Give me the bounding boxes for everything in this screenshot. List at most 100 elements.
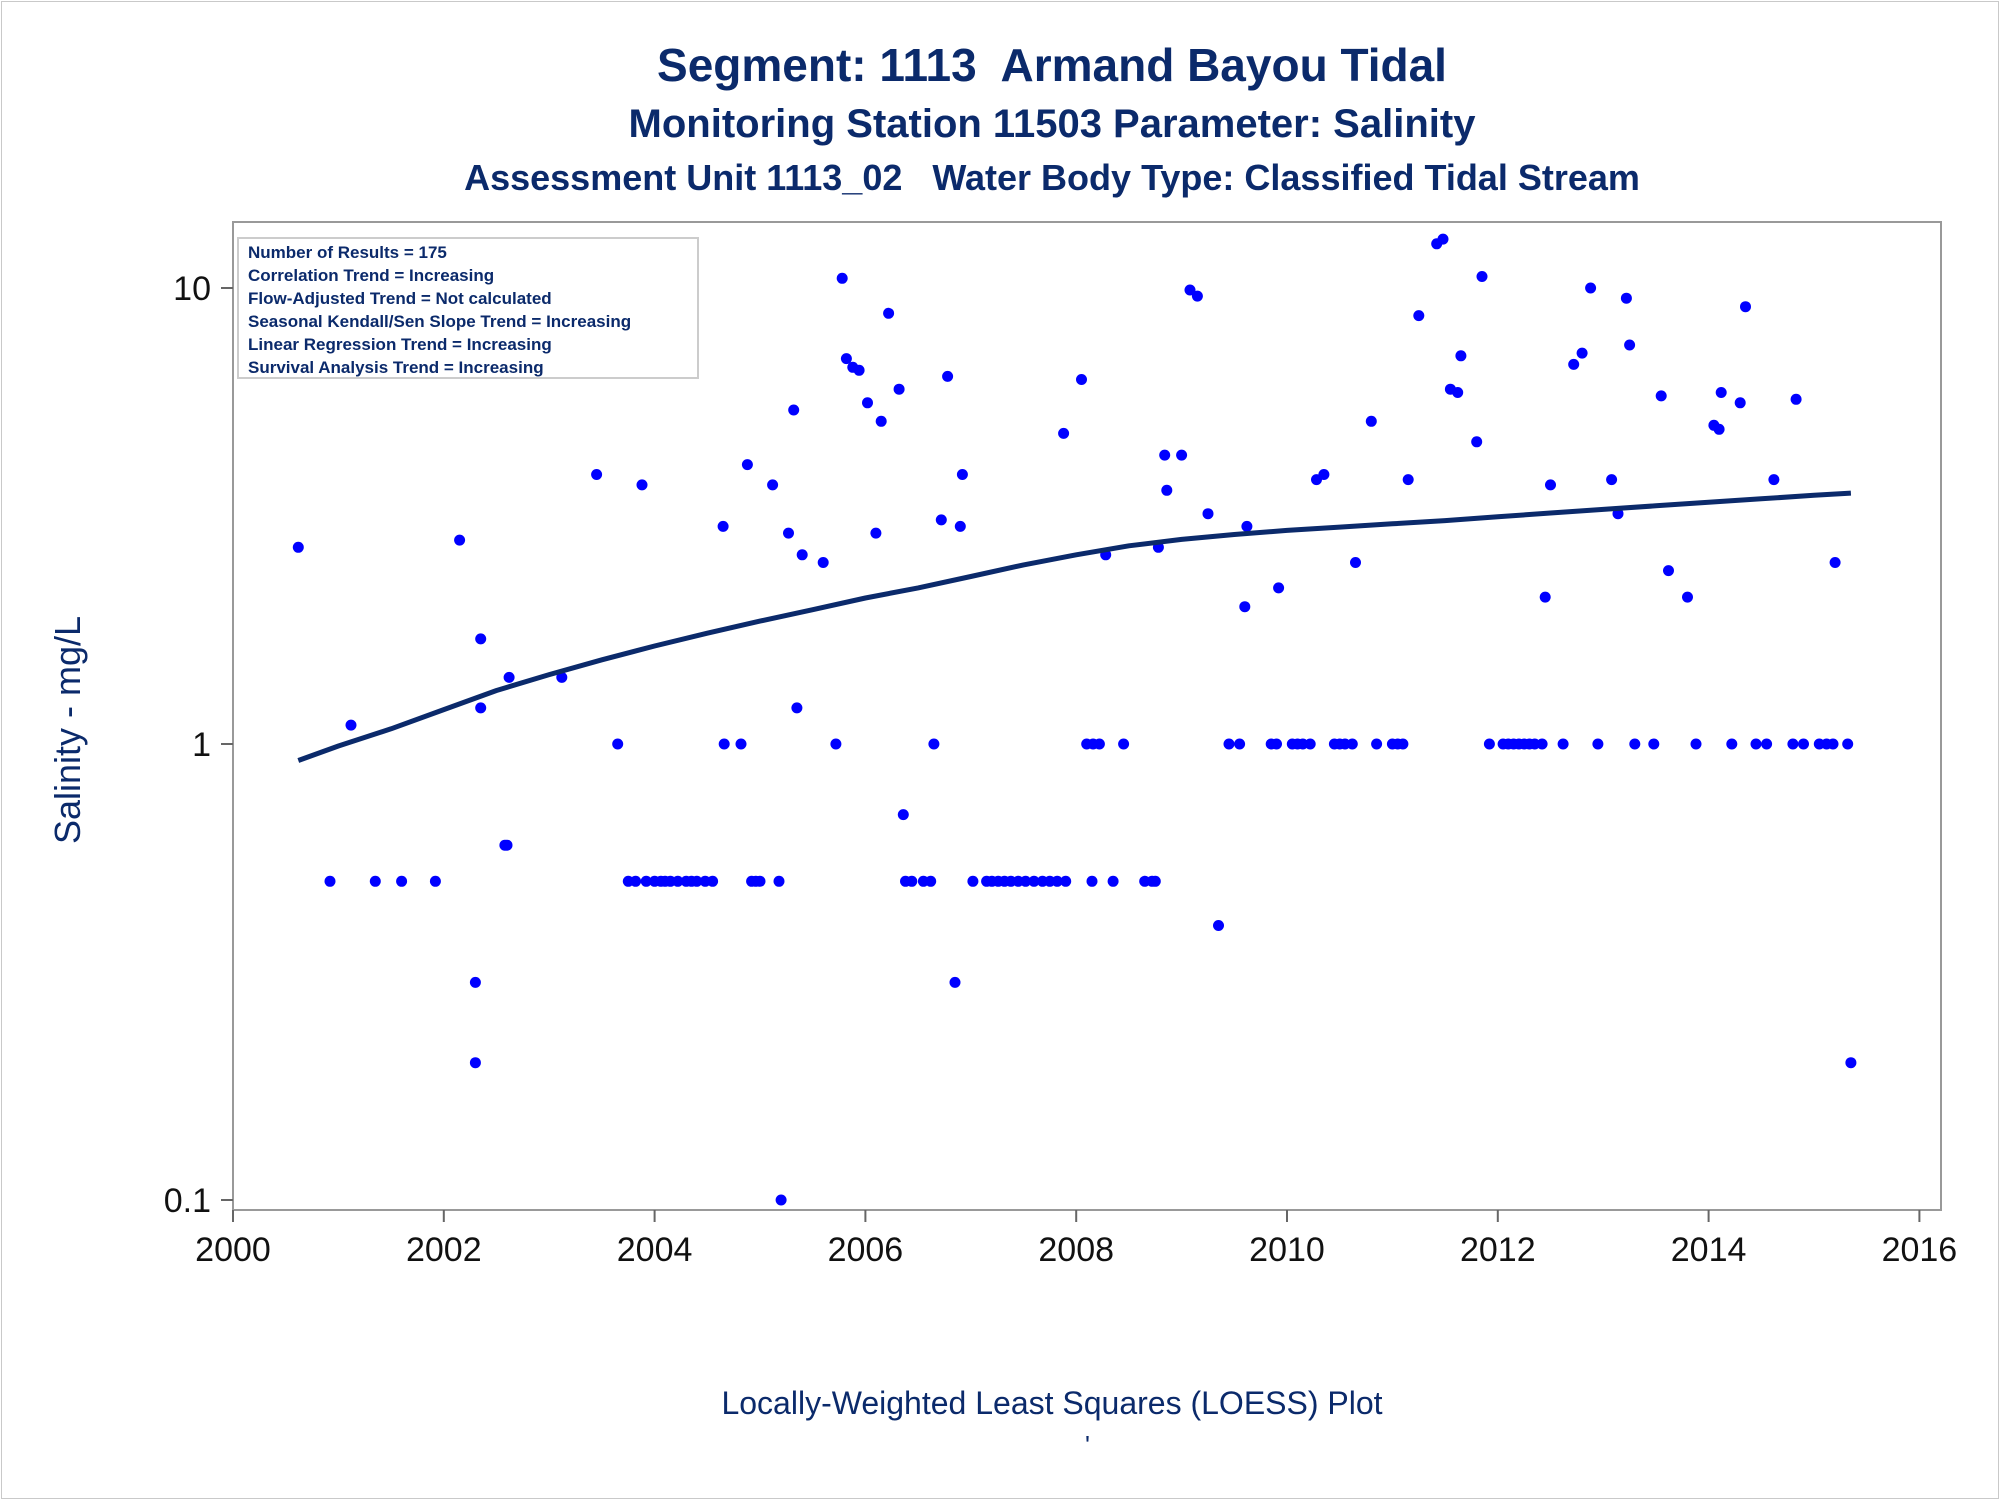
data-point: [1241, 520, 1253, 532]
data-point: [1471, 436, 1483, 448]
legend-line: Seasonal Kendall/Sen Slope Trend = Incre…: [248, 312, 631, 331]
data-point: [783, 527, 794, 539]
data-point: [906, 875, 918, 887]
data-point: [1239, 601, 1251, 613]
data-point: [1726, 738, 1738, 750]
data-point: [1318, 469, 1330, 480]
data-point: [591, 469, 603, 480]
data-point: [1213, 920, 1224, 931]
data-point: [1740, 301, 1751, 313]
x-tick-label: 2012: [1460, 1231, 1536, 1269]
data-point: [967, 875, 979, 887]
loess-curve: [297, 490, 1852, 763]
data-point: [454, 534, 466, 546]
data-point: [636, 479, 648, 491]
x-axis: 2000 2002 2004 2006 2008 2010 2012 2014 2016: [195, 1210, 1957, 1269]
data-point: [469, 1057, 481, 1069]
y-tick-label: 1: [192, 726, 211, 764]
data-point: [396, 875, 408, 887]
data-point: [870, 527, 882, 539]
data-point: [1713, 423, 1725, 435]
chart-footnote: Locally-Weighted Least Squares (LOESS) P…: [721, 1385, 1383, 1421]
data-point: [1483, 738, 1495, 750]
data-point: [1557, 738, 1569, 750]
data-point: [640, 875, 652, 887]
data-point: [1086, 875, 1098, 887]
data-point: [1690, 738, 1702, 750]
loess-curve-group: [297, 490, 1852, 763]
y-tick-label: 10: [173, 270, 211, 308]
data-point: [1629, 738, 1641, 750]
data-point: [1787, 738, 1799, 750]
data-point: [1149, 875, 1161, 887]
y-axis-label: Salinity - mg/L: [47, 616, 88, 844]
data-point: [1058, 427, 1070, 439]
y-axis: 0.1 1 10: [164, 270, 233, 1220]
legend-line: Linear Regression Trend = Increasing: [248, 335, 552, 354]
data-point: [1750, 738, 1762, 750]
x-tick-label: 2006: [828, 1231, 904, 1269]
data-point: [1371, 738, 1383, 750]
data-point: [1159, 449, 1171, 461]
data-point: [1539, 591, 1551, 603]
data-point: [1845, 1057, 1857, 1069]
data-point: [717, 520, 729, 532]
data-point: [1715, 387, 1727, 398]
data-point: [1648, 738, 1660, 750]
data-point: [345, 719, 357, 731]
data-point: [475, 633, 487, 645]
data-point: [767, 479, 779, 491]
data-point: [1734, 397, 1746, 409]
data-point: [893, 383, 905, 395]
data-point: [292, 541, 304, 553]
data-point: [1028, 875, 1040, 887]
data-point: [897, 809, 909, 821]
data-point: [754, 875, 766, 887]
data-point: [875, 415, 887, 427]
legend-line: Flow-Adjusted Trend = Not calculated: [248, 289, 552, 308]
data-point: [1437, 233, 1449, 245]
chart-subtitle: Monitoring Station 11503 Parameter: Sali…: [628, 102, 1476, 146]
data-point: [501, 839, 513, 851]
x-tick-label: 2016: [1882, 1231, 1958, 1269]
data-point: [942, 370, 954, 382]
data-point: [741, 459, 753, 471]
data-point: [1798, 738, 1809, 750]
data-point: [672, 875, 684, 887]
data-point: [773, 875, 785, 887]
data-point: [1365, 415, 1377, 427]
data-point: [956, 469, 968, 480]
data-point: [630, 875, 642, 887]
data-point: [1576, 347, 1588, 359]
data-point: [1842, 738, 1854, 750]
data-point: [1663, 565, 1674, 577]
data-point: [935, 514, 947, 526]
data-point: [1620, 292, 1632, 304]
footnote-mark: ': [1085, 1430, 1090, 1460]
data-point: [1592, 738, 1604, 750]
data-point: [1304, 738, 1316, 750]
data-point: [836, 272, 848, 284]
data-point: [853, 364, 865, 376]
data-point: [1223, 738, 1235, 750]
data-point: [707, 875, 719, 887]
data-point: [556, 671, 568, 683]
data-point: [817, 557, 829, 568]
data-point: [1455, 350, 1467, 362]
data-point: [1397, 738, 1409, 750]
data-point: [883, 307, 895, 319]
data-point: [1118, 738, 1130, 750]
data-point: [925, 875, 937, 887]
data-point: [369, 875, 381, 887]
data-point: [1346, 738, 1358, 750]
data-point: [1536, 738, 1548, 750]
data-point: [840, 353, 852, 365]
data-point: [1161, 484, 1173, 496]
x-tick-label: 2002: [406, 1231, 482, 1269]
data-point: [1768, 474, 1780, 486]
data-point: [1624, 339, 1636, 351]
data-point: [1176, 449, 1188, 461]
chart-title: Segment: 1113 Armand Bayou Tidal: [657, 39, 1447, 91]
